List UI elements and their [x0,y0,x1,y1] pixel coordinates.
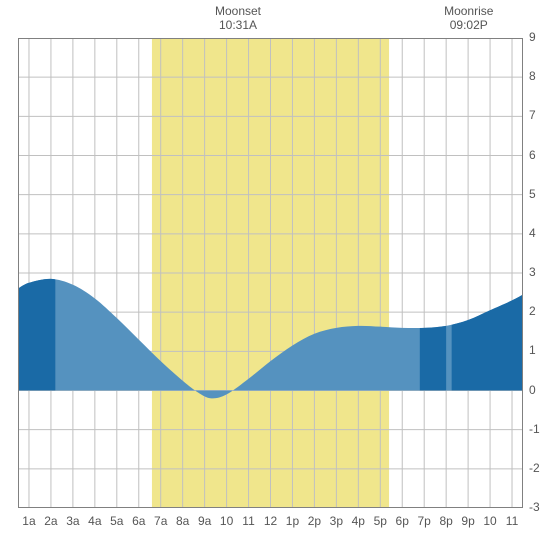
chart-plot [18,38,523,508]
x-tick-label: 1p [282,514,302,528]
y-tick-label: -1 [529,422,540,436]
x-tick-label: 3p [326,514,346,528]
x-tick-label: 5p [370,514,390,528]
x-tick-label: 6p [392,514,412,528]
x-tick-label: 1a [19,514,39,528]
x-tick-label: 11 [502,514,522,528]
y-tick-label: 7 [529,108,536,122]
x-tick-label: 7a [151,514,171,528]
moon-event-label: Moonset10:31A [198,4,278,33]
moon-event-time: 09:02P [429,18,509,32]
x-tick-label: 8p [436,514,456,528]
moon-event-title: Moonrise [429,4,509,18]
x-tick-label: 4p [348,514,368,528]
y-tick-label: 8 [529,69,536,83]
y-tick-label: -3 [529,500,540,514]
y-tick-label: 5 [529,187,536,201]
x-tick-label: 5a [107,514,127,528]
x-tick-label: 6a [129,514,149,528]
x-tick-label: 3a [63,514,83,528]
moon-event-time: 10:31A [198,18,278,32]
x-tick-label: 8a [173,514,193,528]
moon-event-label: Moonrise09:02P [429,4,509,33]
x-tick-label: 10 [217,514,237,528]
x-tick-label: 12 [261,514,281,528]
x-tick-label: 11 [239,514,259,528]
x-tick-label: 4a [85,514,105,528]
x-tick-label: 9a [195,514,215,528]
y-tick-label: 0 [529,383,536,397]
tide-chart [18,38,523,508]
x-tick-label: 9p [458,514,478,528]
x-tick-label: 7p [414,514,434,528]
x-tick-label: 10 [480,514,500,528]
y-tick-label: 6 [529,148,536,162]
x-tick-label: 2a [41,514,61,528]
y-tick-label: 2 [529,304,536,318]
y-tick-label: 4 [529,226,536,240]
moon-event-title: Moonset [198,4,278,18]
y-tick-label: 9 [529,30,536,44]
x-tick-label: 2p [304,514,324,528]
y-tick-label: -2 [529,461,540,475]
y-tick-label: 3 [529,265,536,279]
y-tick-label: 1 [529,343,536,357]
